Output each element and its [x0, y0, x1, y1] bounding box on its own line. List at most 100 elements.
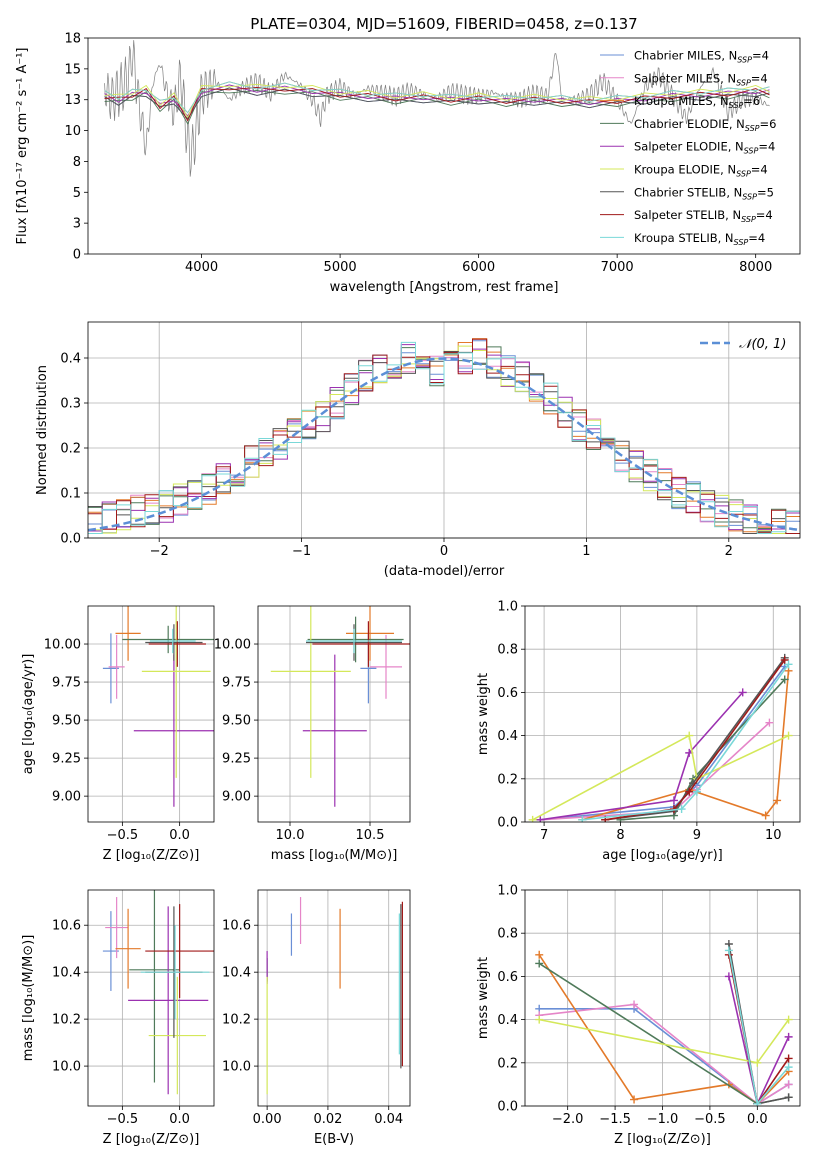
legend-label-chabrier-stelib: Chabrier STELIB, NSSP=5 [634, 185, 774, 201]
y-tick-label: 10.2 [222, 1013, 251, 1028]
y-tick-label: 1.0 [497, 884, 518, 899]
x-tick-label: 0.0 [169, 1112, 190, 1127]
mass-weight-marker-chabrier-elodie [780, 675, 789, 684]
mass-vs-ebv-panel: 0.00 0.02 0.04 10.0 10.2 10.4 10.6 E(B-V) [222, 889, 411, 1147]
mass-weight-marker-kroupa-miles [630, 1095, 639, 1104]
legend-label-salpeter-elodie: Salpeter ELODIE, NSSP=4 [634, 140, 775, 156]
mass-weight-marker-chabrier-stelib [784, 1093, 793, 1102]
x-tick-label: 0.0 [747, 1112, 768, 1127]
x-axis-label: Z [log₁₀(Z/Z⊙)] [103, 848, 200, 863]
mass-weight-marker-kroupa-miles [535, 950, 544, 959]
x-tick-label: 5000 [324, 260, 357, 275]
y-tick-label: 18 [64, 32, 81, 47]
mass-weight-marker-kroupa-stelib [578, 815, 587, 822]
y-tick-label: 10.0 [52, 1060, 81, 1075]
axes-frame [257, 889, 411, 1107]
mass-weight-marker-kroupa-elodie [784, 1015, 793, 1024]
mass-weight-marker-salpeter-elodie [724, 972, 733, 981]
y-tick-label: 0.4 [497, 1013, 518, 1028]
plot-content [102, 890, 214, 1095]
axes-frame [524, 605, 801, 823]
axes-frame [87, 605, 215, 823]
x-tick-label: −2 [150, 544, 169, 559]
axes-frame [87, 889, 215, 1107]
y-axis-label: age [log₁₀(age/yr)] [21, 654, 36, 775]
y-tick-label: 9.00 [222, 790, 251, 805]
legend-label-suffix: =5 [757, 185, 774, 199]
mass-weight-marker-salpeter-elodie [669, 796, 678, 805]
legend-label-suffix: =6 [743, 94, 760, 108]
y-tick-label: 0.2 [60, 442, 81, 457]
mass-weight-marker-kroupa-stelib [784, 660, 793, 669]
mass-weight-marker-chabrier-elodie [535, 959, 544, 968]
y-tick-label: 8 [73, 155, 81, 170]
y-tick-label: 0.2 [497, 1056, 518, 1071]
model-spectrum-chabrier-elodie [104, 90, 770, 125]
legend-label-main: Salpeter MILES, N [634, 71, 736, 85]
x-tick-label: −2.0 [552, 1112, 584, 1127]
x-tick-label: 10.5 [356, 828, 385, 843]
plot-content [270, 606, 410, 807]
legend-label-kroupa-miles: Kroupa MILES, NSSP=6 [634, 94, 760, 110]
x-tick-label: 7 [540, 828, 548, 843]
x-tick-label: 0 [440, 544, 448, 559]
y-tick-label: 0.4 [497, 729, 518, 744]
mass-weight-marker-kroupa-miles [761, 811, 770, 820]
x-tick-label: −1.5 [599, 1112, 631, 1127]
y-axis-label: mass weight [476, 957, 491, 1039]
y-tick-label: 0.1 [60, 487, 81, 502]
legend-label-subscript: SSP [737, 56, 752, 65]
legend-label-subscript: SSP [741, 215, 756, 224]
x-axis-label: wavelength [Angstrom, rest frame] [330, 280, 559, 295]
plot-content [266, 897, 403, 1095]
mass-weight-marker-kroupa-elodie [753, 1058, 762, 1067]
legend-label-subscript: SSP [745, 124, 760, 133]
mass-weight-marker-salpeter-miles [765, 718, 774, 727]
y-tick-label: 0 [73, 248, 81, 263]
histogram-kroupa-stelib [88, 341, 800, 534]
x-tick-label: 7000 [601, 260, 634, 275]
x-tick-label: −0.5 [107, 828, 139, 843]
legend-label-subscript: SSP [729, 101, 744, 110]
mass-weight-marker-salpeter-stelib [784, 1054, 793, 1063]
legend-label-subscript: SSP [736, 78, 751, 87]
legend-label-chabrier-miles: Chabrier MILES, NSSP=4 [634, 49, 769, 65]
legend-label-main: Chabrier MILES, N [634, 49, 737, 63]
mass-weight-marker-kroupa-stelib [692, 787, 701, 796]
y-tick-label: 10.2 [52, 1013, 81, 1028]
y-tick-label: 9.50 [52, 714, 81, 729]
y-tick-label: 9.25 [52, 752, 81, 767]
legend-label-suffix: =4 [748, 231, 765, 245]
legend-label-subscript: SSP [736, 170, 751, 179]
y-tick-label: 15 [64, 62, 81, 77]
legend-label-subscript: SSP [734, 238, 749, 247]
y-tick-label: 0.8 [497, 643, 518, 658]
y-tick-label: 0.0 [60, 532, 81, 547]
plot-content [102, 606, 214, 807]
legend-label-salpeter-stelib: Salpeter STELIB, NSSP=4 [634, 208, 773, 224]
y-tick-label: 0.0 [497, 816, 518, 831]
y-tick-label: 13 [64, 93, 81, 108]
y-tick-label: 9.75 [222, 676, 251, 691]
x-tick-label: 10 [765, 828, 782, 843]
mass-weight-marker-kroupa-stelib [677, 805, 686, 814]
y-tick-label: 3 [73, 217, 81, 232]
legend-label-main: Salpeter ELODIE, N [634, 140, 744, 154]
x-tick-label: 6000 [462, 260, 495, 275]
mass-weight-line-salpeter-miles [540, 722, 770, 821]
legend-label-suffix: =4 [751, 163, 768, 177]
grid [258, 890, 410, 1106]
mass-weight-marker-salpeter-miles [630, 1000, 639, 1009]
y-tick-label: 0.4 [60, 352, 81, 367]
y-tick-label: 10.00 [214, 638, 251, 653]
axes-frame [87, 37, 801, 255]
y-tick-label: 0.6 [497, 970, 518, 985]
model-spectrum-salpeter-elodie [104, 84, 770, 117]
x-axis-label: age [log₁₀(age/yr)] [602, 848, 723, 863]
x-tick-label: 1 [582, 544, 590, 559]
mass-weight-line-salpeter-stelib [605, 659, 786, 821]
chart-title: PLATE=0304, MJD=51609, FIBERID=0458, z=0… [250, 15, 637, 33]
x-tick-label: 0.04 [374, 1112, 403, 1127]
model-spectrum-kroupa-elodie [104, 83, 770, 119]
